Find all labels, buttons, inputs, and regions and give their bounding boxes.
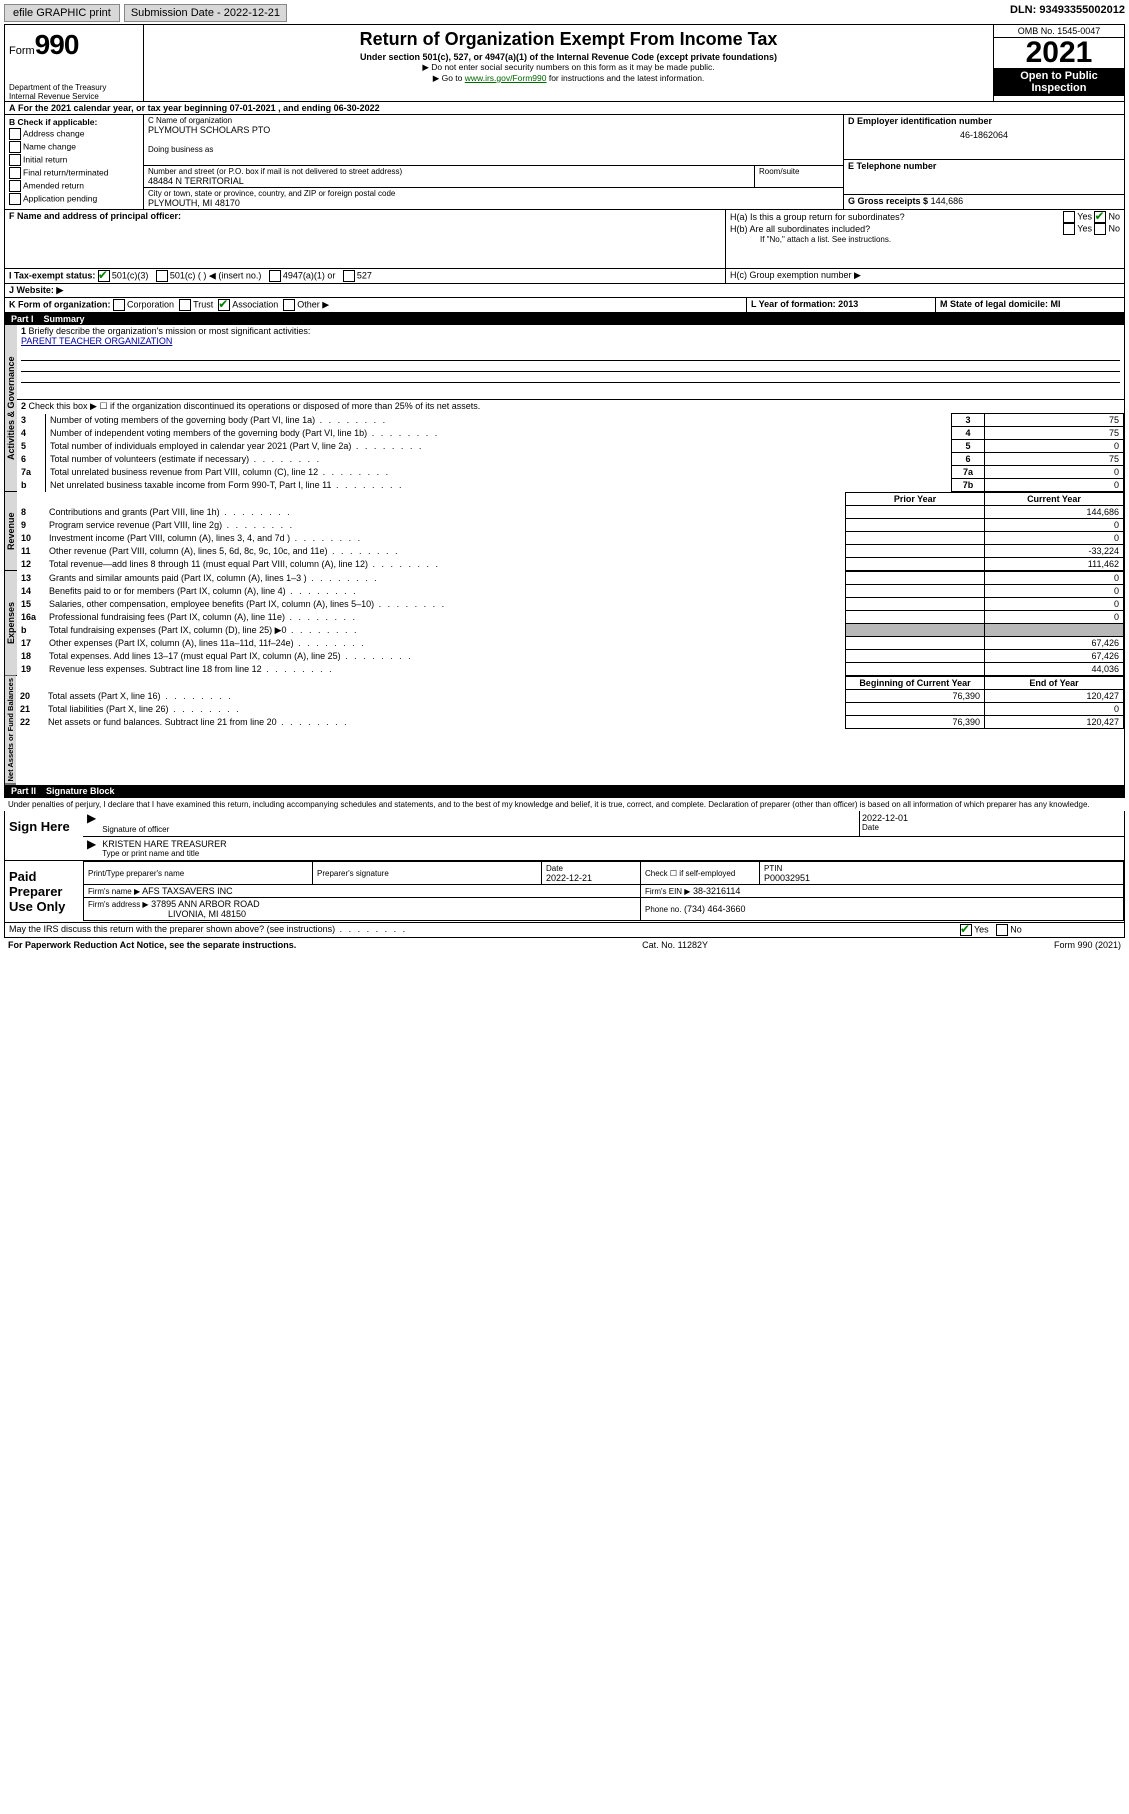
tab-revenue: Revenue [5,492,17,571]
sign-here-block: Sign Here ▶ Signature of officer 2022-12… [4,811,1125,861]
box-j: J Website: ▶ [5,284,1124,297]
form-subtitle-1: Under section 501(c), 527, or 4947(a)(1)… [150,52,987,62]
penalty-statement: Under penalties of perjury, I declare th… [4,798,1125,811]
page-footer: For Paperwork Reduction Act Notice, see … [4,938,1125,952]
city-state-zip: PLYMOUTH, MI 48170 [148,198,839,208]
form-subtitle-3: ▶ Go to www.irs.gov/Form990 for instruct… [150,73,987,84]
line-a: A For the 2021 calendar year, or tax yea… [5,102,384,114]
officer-name: KRISTEN HARE TREASURER [102,839,1122,849]
box-c: C Name of organization PLYMOUTH SCHOLARS… [144,115,843,209]
box-m: M State of legal domicile: MI [936,298,1124,312]
expenses-table: 13Grants and similar amounts paid (Part … [17,571,1124,676]
dln: DLN: 93493355002012 [1010,4,1125,22]
tab-governance: Activities & Governance [5,325,17,492]
box-f: F Name and address of principal officer: [5,210,726,268]
box-l: L Year of formation: 2013 [747,298,936,312]
ptin-value: P00032951 [764,873,810,883]
firm-name: AFS TAXSAVERS INC [142,886,233,896]
dept-treasury: Department of the Treasury [9,83,139,92]
open-inspection: Open to Public Inspection [994,68,1124,96]
box-hc: H(c) Group exemption number ▶ [726,269,1124,283]
form-number: Form990 [9,29,139,61]
tax-year: 2021 [994,38,1124,68]
part2-header: Part IISignature Block [5,785,1124,797]
firm-phone: (734) 464-3660 [684,904,746,914]
tab-expenses: Expenses [5,571,17,676]
firm-address: 37895 ANN ARBOR ROAD [151,899,260,909]
box-h: H(a) Is this a group return for subordin… [726,210,1124,268]
discuss-question: May the IRS discuss this return with the… [5,923,956,937]
box-e-label: E Telephone number [848,161,1120,171]
part1-header: Part ISummary [5,313,1124,325]
firm-ein: 38-3216114 [693,886,740,896]
netassets-table: Beginning of Current YearEnd of Year20To… [16,676,1124,729]
ein-value: 46-1862064 [848,130,1120,140]
entity-block: B Check if applicable: Address change Na… [5,115,1124,210]
box-i: I Tax-exempt status: 501(c)(3) 501(c) ( … [5,269,726,283]
paid-preparer-block: Paid Preparer Use Only Print/Type prepar… [4,861,1125,923]
instructions-link[interactable]: www.irs.gov/Form990 [465,73,547,83]
org-name: PLYMOUTH SCHOLARS PTO [148,125,839,135]
form-subtitle-2: ▶ Do not enter social security numbers o… [150,62,987,73]
box-k: K Form of organization: Corporation Trus… [5,298,747,312]
line-2: 2 Check this box ▶ ☐ if the organization… [17,400,1124,413]
top-toolbar: efile GRAPHIC print Submission Date - 20… [4,4,1125,22]
street-address: 48484 N TERRITORIAL [148,176,750,186]
form-header: Form990 Department of the Treasury Inter… [5,25,1124,102]
form-container: Form990 Department of the Treasury Inter… [4,24,1125,798]
gross-receipts: 144,686 [931,196,964,206]
governance-table: 3Number of voting members of the governi… [17,413,1124,492]
box-b: B Check if applicable: Address change Na… [5,115,144,209]
revenue-table: Prior YearCurrent Year8Contributions and… [17,492,1124,571]
sign-date: 2022-12-01 [862,813,1122,823]
efile-print-button[interactable]: efile GRAPHIC print [4,4,120,22]
tab-netassets: Net Assets or Fund Balances [5,676,16,785]
line-1: 1 Briefly describe the organization's mi… [17,325,1124,400]
box-d-label: D Employer identification number [848,116,1120,126]
form-title: Return of Organization Exempt From Incom… [150,29,987,50]
box-g-label: G Gross receipts $ [848,196,928,206]
mission-text: PARENT TEACHER ORGANIZATION [21,336,172,346]
irs-label: Internal Revenue Service [9,92,139,101]
submission-date: Submission Date - 2022-12-21 [124,4,287,22]
